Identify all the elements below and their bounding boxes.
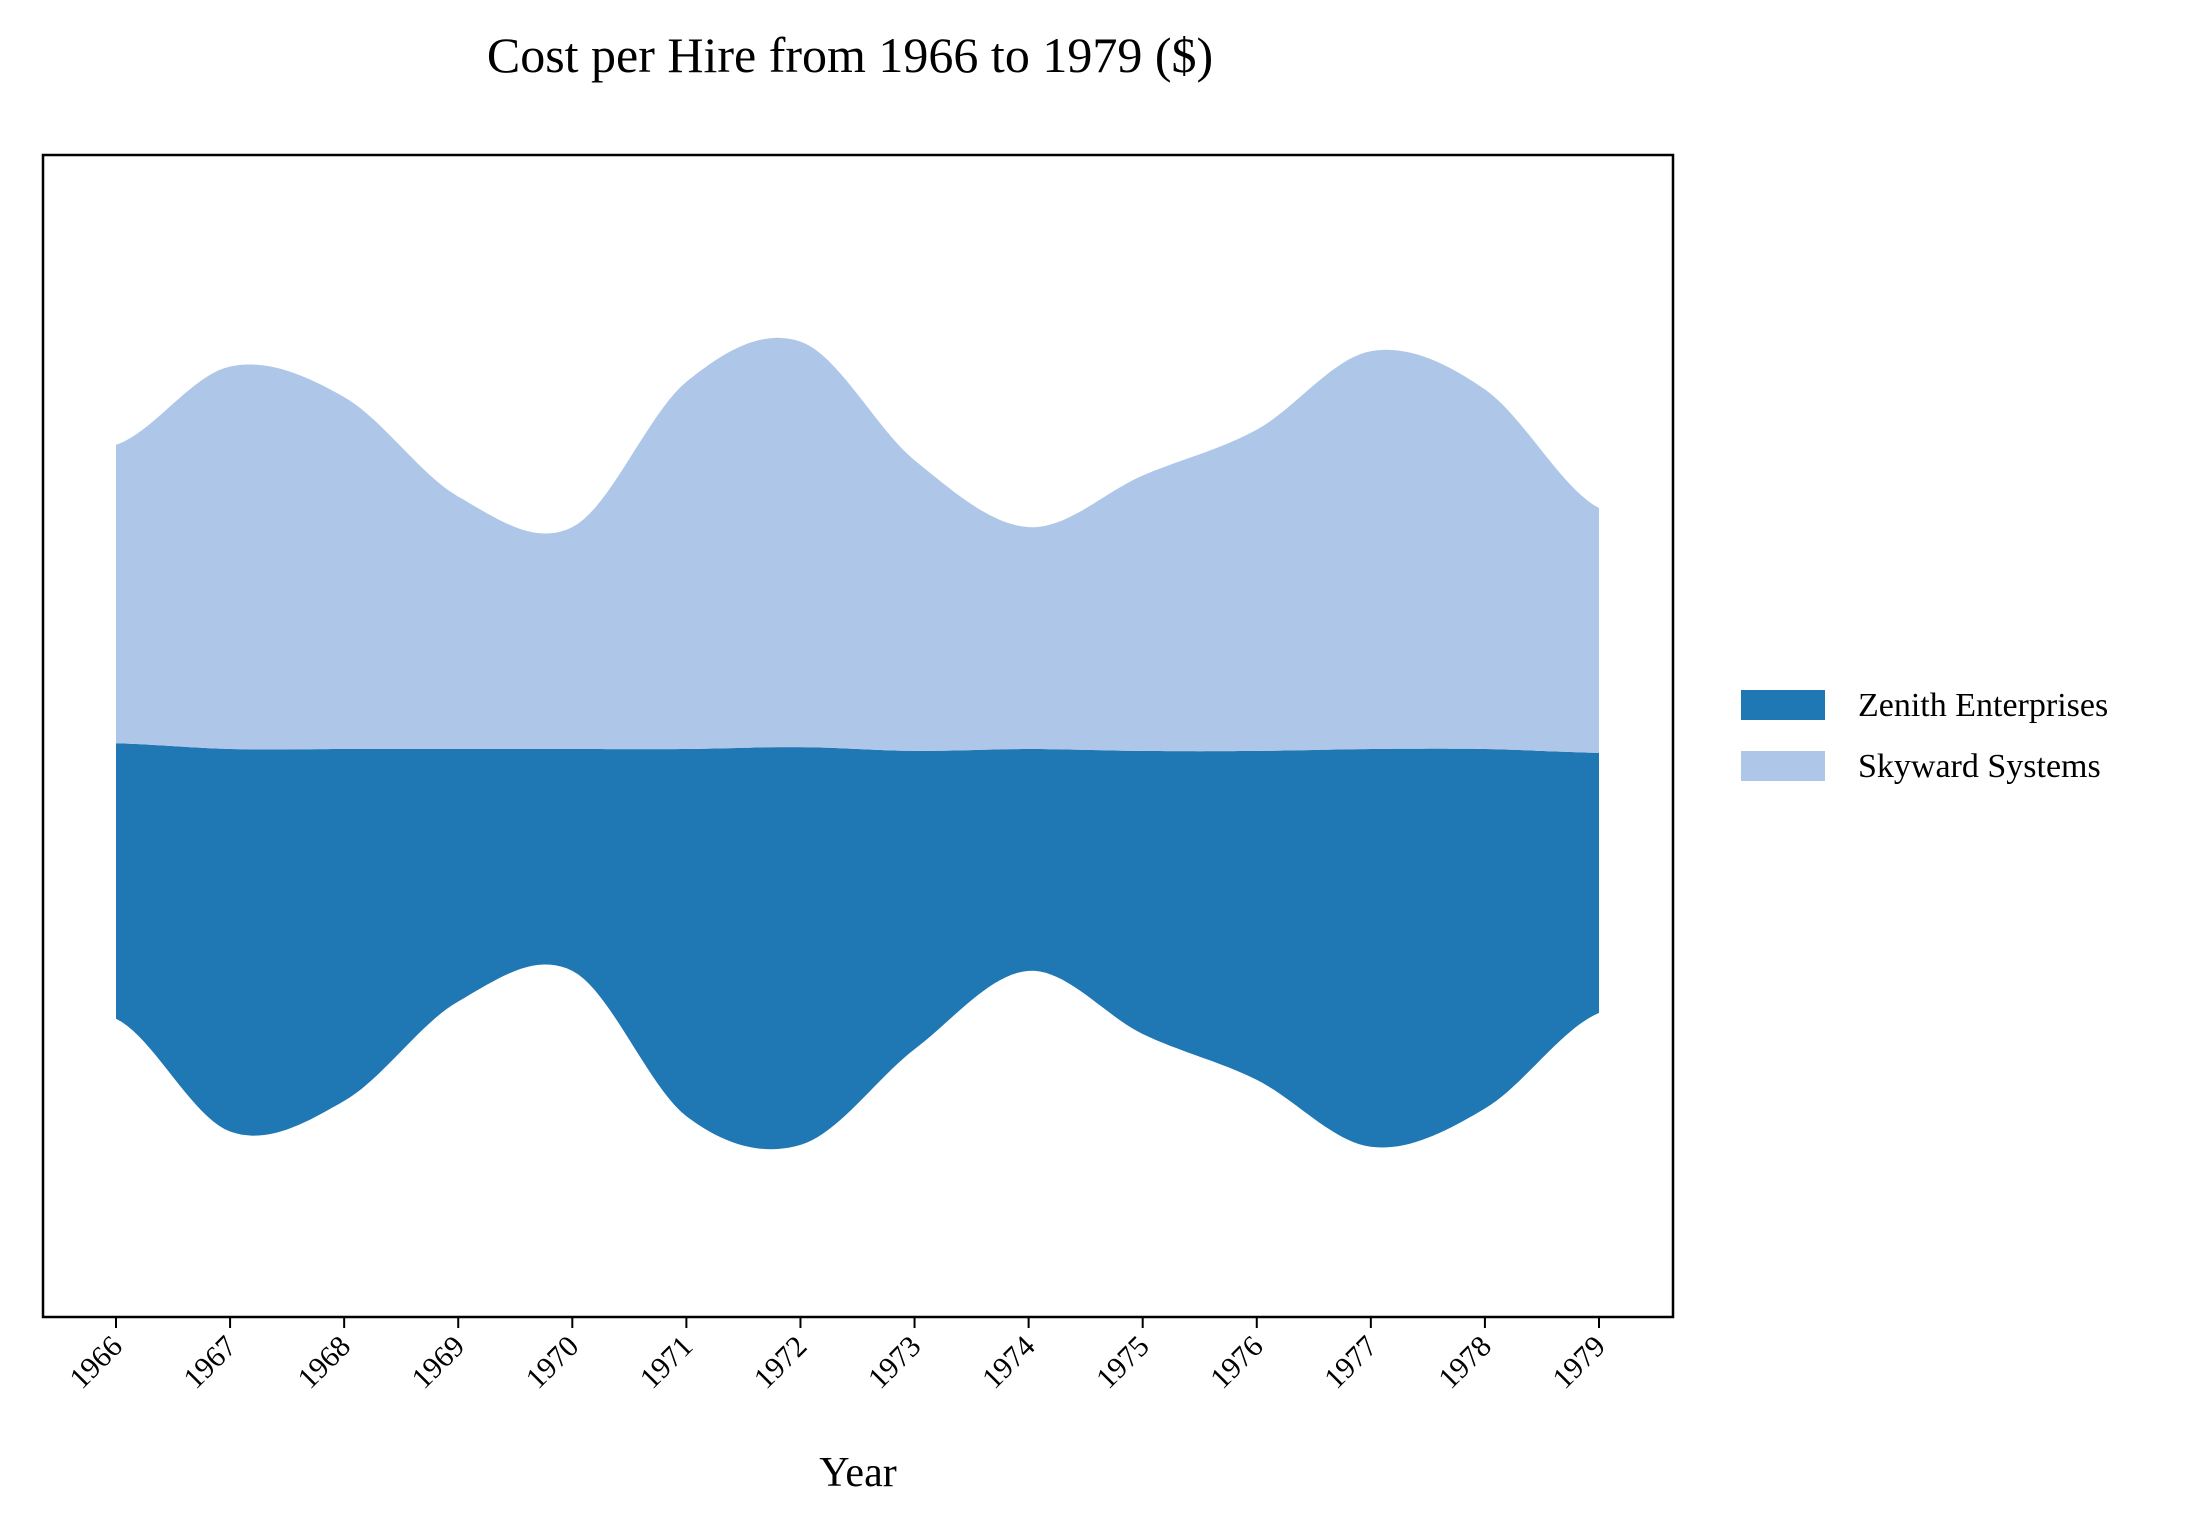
stream-areas xyxy=(116,337,1599,1150)
legend-label-1: Skyward Systems xyxy=(1858,748,2101,785)
legend-swatch-0 xyxy=(1741,690,1825,720)
x-tick-label-1978: 1978 xyxy=(1432,1330,1498,1396)
plot-frame xyxy=(41,153,1675,1319)
x-tick-label-1975: 1975 xyxy=(1090,1330,1156,1396)
area-zenith-enterprises xyxy=(116,743,1599,1150)
area-skyward-systems xyxy=(116,337,1599,753)
x-tick-label-1979: 1979 xyxy=(1546,1330,1612,1396)
x-tick-label-1971: 1971 xyxy=(634,1330,700,1396)
x-tick-label-1977: 1977 xyxy=(1318,1330,1384,1396)
legend-swatch-1 xyxy=(1741,751,1825,781)
x-tick-label-1974: 1974 xyxy=(976,1330,1042,1396)
x-axis-ticks: 1966 1967 1968 1969 1970 1971 1972 1973 1974 1975… xyxy=(63,1317,1612,1395)
x-tick-label-1969: 1969 xyxy=(405,1330,471,1396)
x-axis-label: Year xyxy=(819,1450,896,1496)
x-tick-label-1967: 1967 xyxy=(177,1330,243,1396)
x-tick-label-1970: 1970 xyxy=(519,1330,585,1396)
legend: Zenith Enterprises Skyward Systems xyxy=(1741,687,2108,785)
x-tick-label-1973: 1973 xyxy=(862,1330,928,1396)
x-tick-label-1972: 1972 xyxy=(748,1330,814,1396)
chart-title: Cost per Hire from 1966 to 1979 ($) xyxy=(487,27,1213,83)
x-tick-label-1976: 1976 xyxy=(1204,1330,1270,1396)
legend-label-0: Zenith Enterprises xyxy=(1858,687,2108,724)
x-tick-label-1966: 1966 xyxy=(63,1330,129,1396)
x-tick-label-1968: 1968 xyxy=(291,1330,357,1396)
